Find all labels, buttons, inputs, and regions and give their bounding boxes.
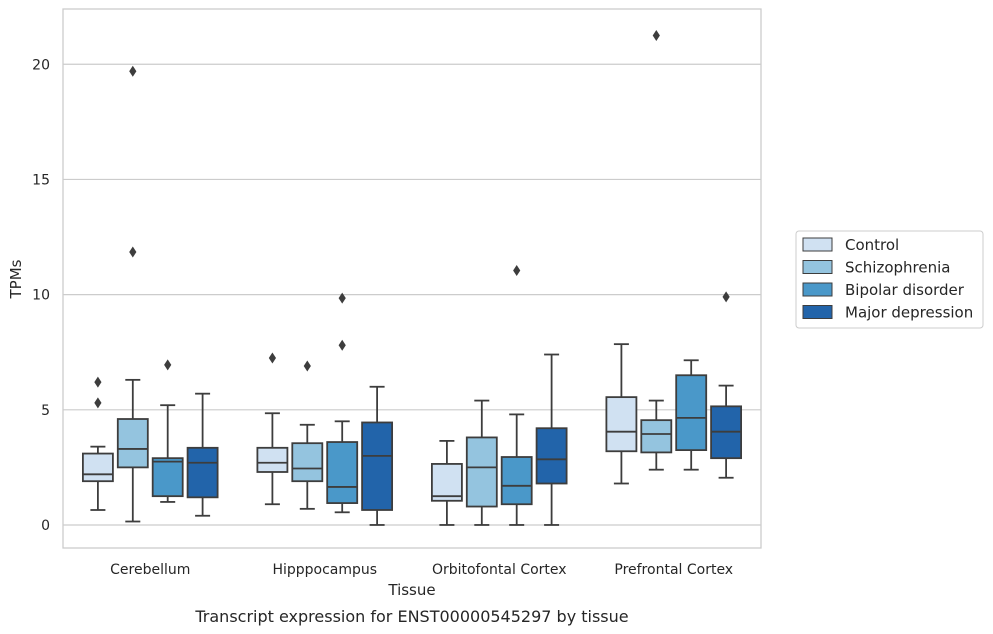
box-body xyxy=(675,374,708,452)
box-body xyxy=(81,452,114,483)
box-3-4 xyxy=(535,353,568,526)
box-4-3 xyxy=(675,359,708,471)
box-body xyxy=(605,396,638,453)
box-body xyxy=(535,427,568,485)
box-body xyxy=(640,419,673,454)
box-3-1 xyxy=(430,439,463,526)
box-1-2 xyxy=(116,65,149,523)
chart-caption: Transcript expression for ENST0000054529… xyxy=(194,607,628,626)
x-tick-label-1: Cerebellum xyxy=(110,562,190,578)
x-tick-label-2: Hipppocampus xyxy=(272,562,377,578)
outlier-point xyxy=(652,29,660,41)
legend-item-4: Major depression xyxy=(802,304,973,322)
outlier-point xyxy=(338,292,346,304)
y-tick-label-10: 10 xyxy=(32,288,50,304)
outlier-point xyxy=(722,291,730,303)
box-2-1 xyxy=(256,352,289,506)
box-body xyxy=(326,441,359,504)
box-4-2 xyxy=(640,29,673,471)
legend-label: Schizophrenia xyxy=(845,259,950,277)
legend-swatch xyxy=(802,237,833,252)
legend-label: Major depression xyxy=(845,304,973,322)
box-3-3 xyxy=(500,264,533,526)
y-axis-label: TPMs xyxy=(7,259,25,299)
plot-frame xyxy=(62,8,762,549)
x-axis-label: Tissue xyxy=(387,581,435,599)
legend-item-3: Bipolar disorder xyxy=(802,281,965,299)
y-tick-label-20: 20 xyxy=(32,57,50,73)
outlier-point xyxy=(94,397,102,409)
legend-frame xyxy=(795,230,984,329)
x-tick-labels: Cerebellum Hipppocampus Orbitofontal Corte… xyxy=(110,562,733,578)
legend-swatch xyxy=(802,282,833,297)
legend-swatch xyxy=(802,260,833,274)
box-1-3 xyxy=(151,359,184,503)
legend-swatch xyxy=(802,305,833,319)
outlier-point xyxy=(303,360,311,372)
box-4-4 xyxy=(710,291,743,479)
grid-layer xyxy=(63,63,761,526)
outlier-point xyxy=(164,359,172,371)
box-body xyxy=(186,446,219,499)
y-tick-label-0: 0 xyxy=(41,518,50,534)
outlier-point xyxy=(338,339,346,351)
box-body xyxy=(116,418,149,469)
outlier-point xyxy=(129,246,137,258)
box-3-2 xyxy=(465,399,498,526)
legend-items: Control Schizophrenia Bipolar disorder Majo… xyxy=(802,236,973,322)
box-4-1 xyxy=(605,343,638,485)
legend: Control Schizophrenia Bipolar disorder Majo… xyxy=(795,230,984,329)
box-body xyxy=(291,442,324,483)
y-tick-labels: 0 5 10 15 20 xyxy=(32,57,50,534)
box-body xyxy=(500,456,533,506)
y-tick-label-15: 15 xyxy=(32,172,50,188)
box-layer xyxy=(81,29,743,526)
legend-item-2: Schizophrenia xyxy=(802,259,950,277)
box-body xyxy=(430,463,463,502)
outlier-point xyxy=(94,376,102,388)
x-tick-label-4: Prefrontal Cortex xyxy=(614,562,733,578)
legend-label: Bipolar disorder xyxy=(845,281,965,299)
legend-item-1: Control xyxy=(802,236,899,254)
box-body xyxy=(361,421,394,511)
outlier-point xyxy=(268,352,276,364)
x-tick-label-3: Orbitofontal Cortex xyxy=(432,562,567,578)
legend-label: Control xyxy=(845,236,899,254)
box-2-3 xyxy=(326,292,359,514)
y-tick-label-5: 5 xyxy=(41,403,50,419)
box-body xyxy=(256,446,289,473)
box-1-4 xyxy=(186,392,219,517)
box-2-4 xyxy=(361,385,394,526)
box-body xyxy=(151,457,184,498)
box-1-1 xyxy=(81,376,114,511)
box-body xyxy=(465,436,498,508)
outlier-point xyxy=(513,264,521,276)
box-2-2 xyxy=(291,360,324,510)
outlier-point xyxy=(129,65,137,77)
